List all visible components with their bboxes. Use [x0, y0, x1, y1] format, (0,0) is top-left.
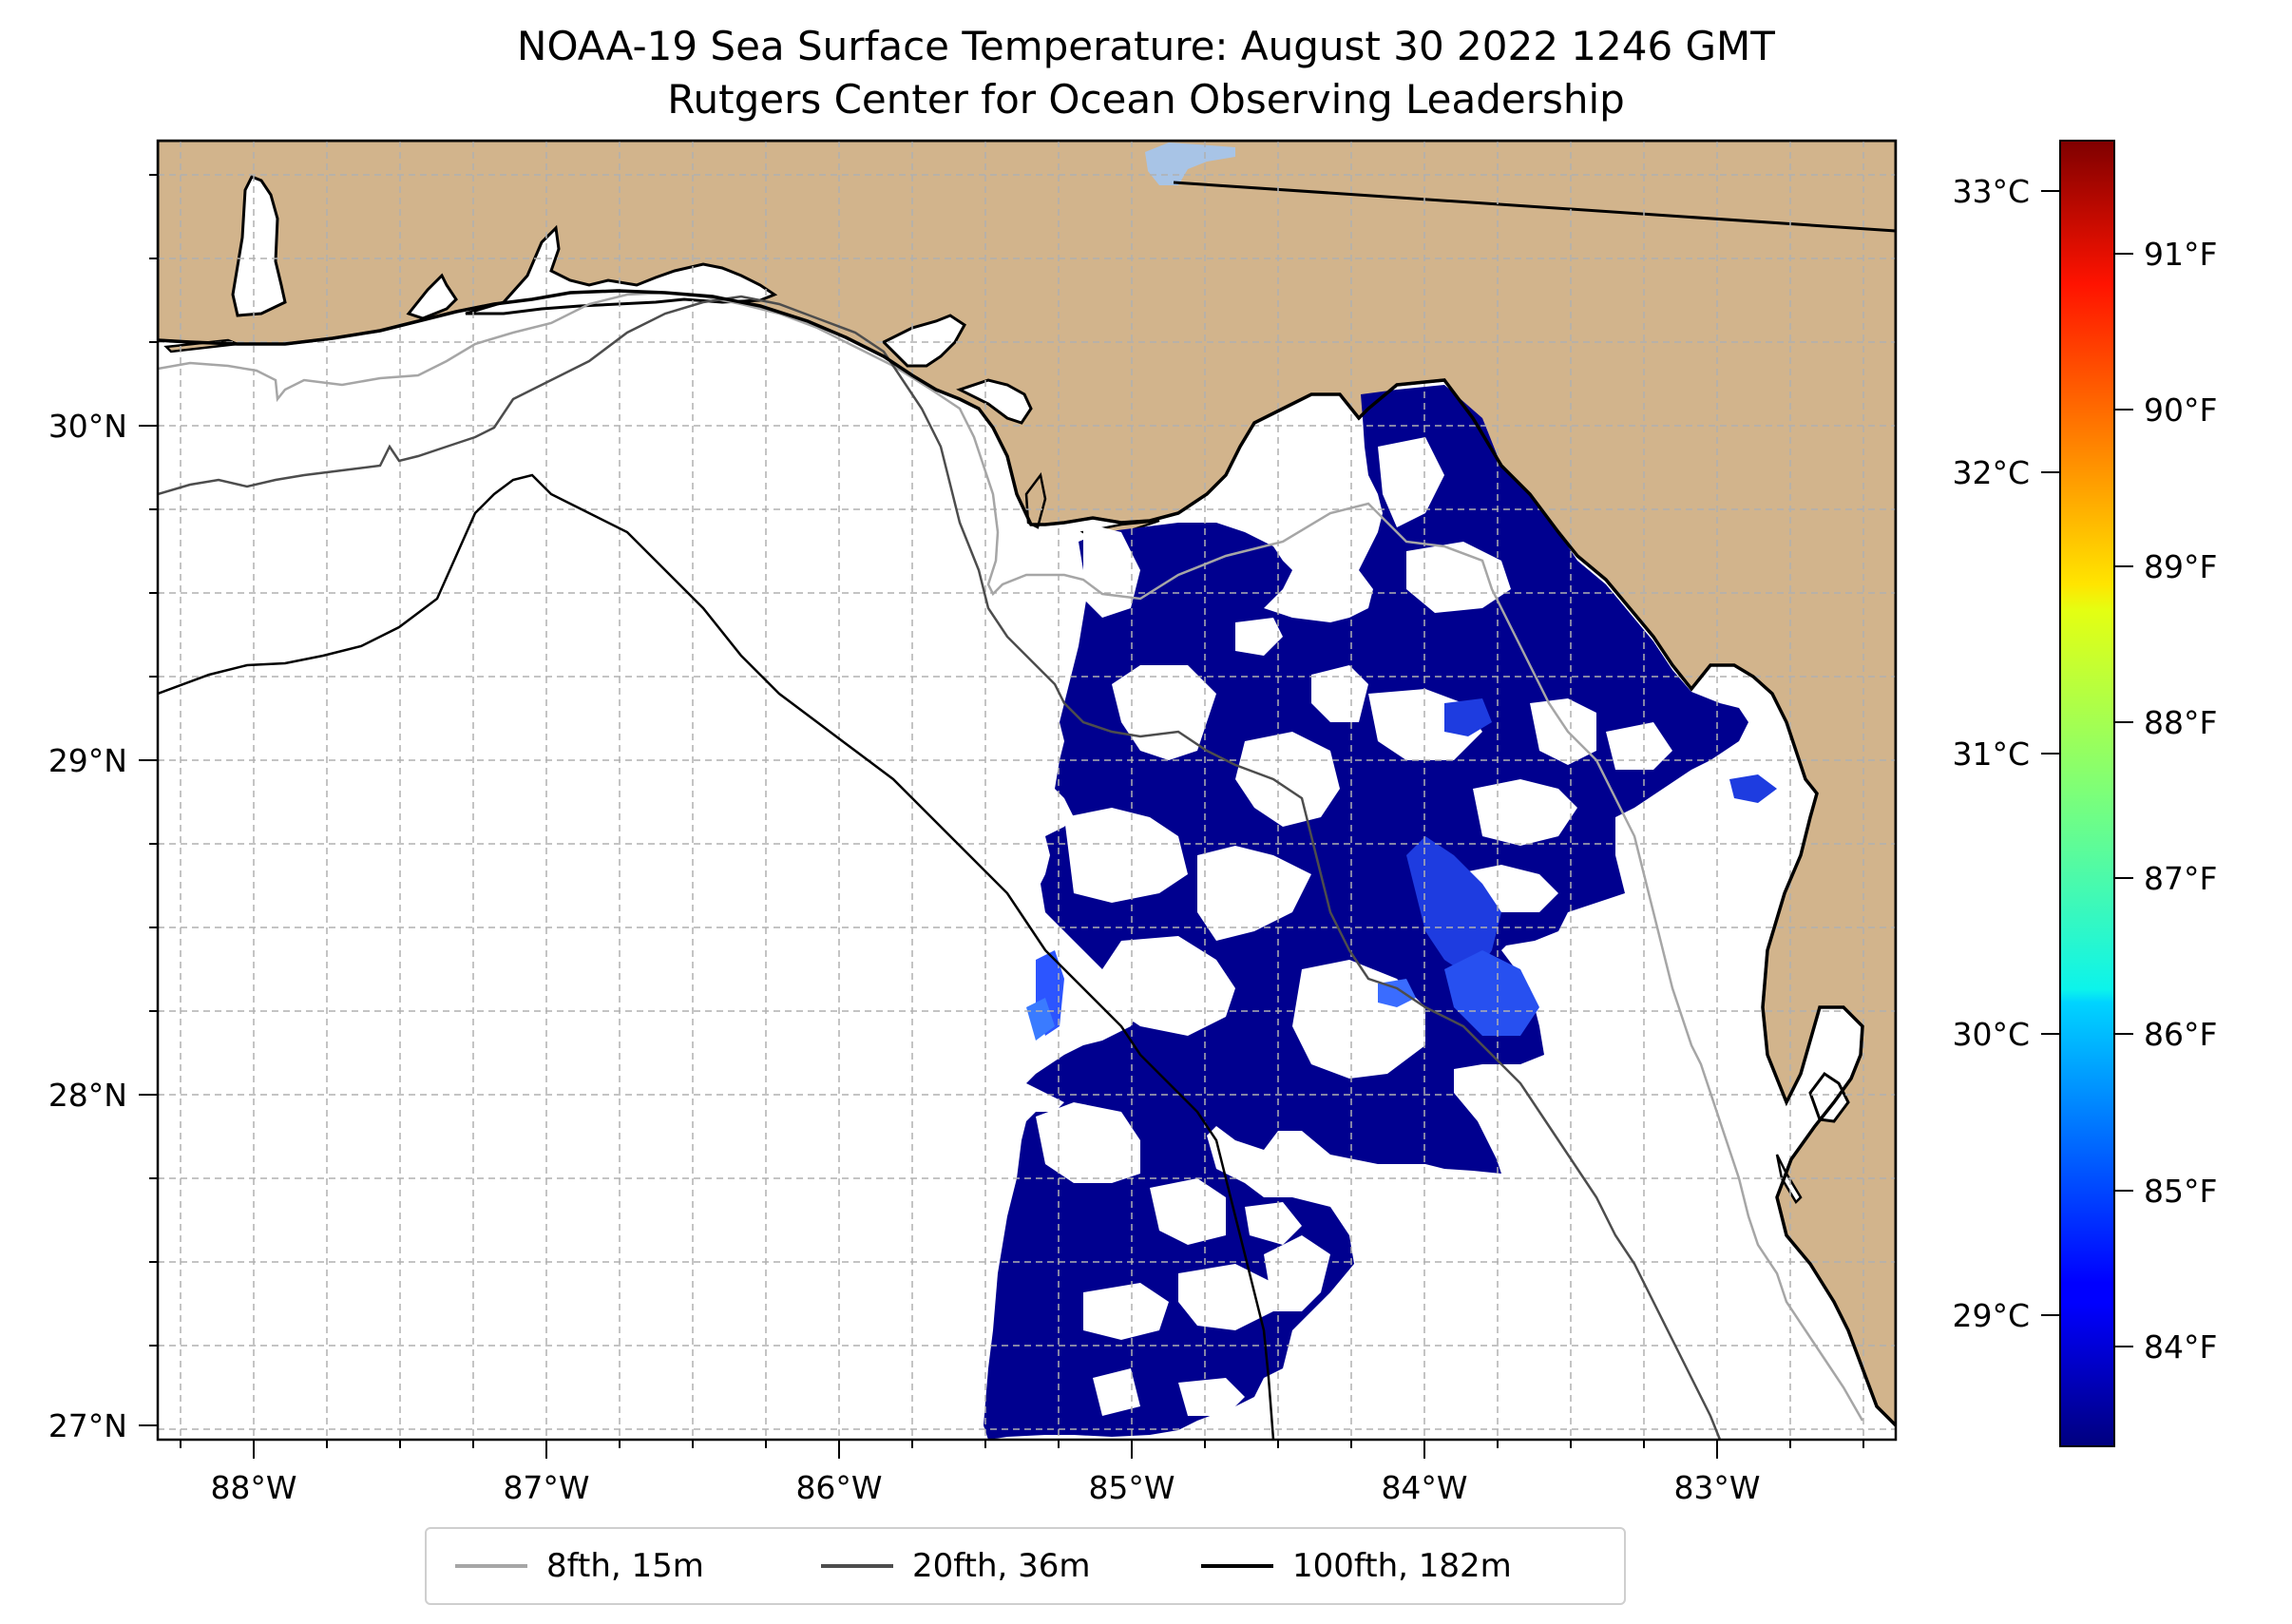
isobath-8fth [158, 291, 1864, 1422]
colorbar-fahrenheit-label: 85°F [2144, 1173, 2217, 1210]
y-tick-label: 27°N [48, 1407, 127, 1444]
colorbar-celsius-label: 33°C [1952, 173, 2030, 210]
legend-label: 20fth, 36m [912, 1547, 1091, 1585]
legend-line-icon [455, 1564, 527, 1568]
chart-subtitle: Rutgers Center for Ocean Observing Leade… [667, 76, 1625, 123]
legend-label: 8fth, 15m [546, 1547, 704, 1585]
choctawhatchee-bay [465, 224, 778, 315]
mobile-bay [231, 175, 287, 317]
colorbar-fahrenheit-label: 88°F [2144, 704, 2217, 741]
x-tick-label: 88°W [210, 1469, 296, 1506]
legend-label: 100fth, 182m [1292, 1547, 1512, 1585]
pensacola-bay [406, 273, 458, 320]
colorbar-celsius-label: 30°C [1952, 1016, 2030, 1053]
colorbar-fahrenheit-label: 90°F [2144, 392, 2217, 429]
colorbar-celsius-label: 29°C [1952, 1297, 2030, 1334]
legend-item-20fth: 20fth, 36m [821, 1529, 1091, 1603]
colorbar-fahrenheit-label: 86°F [2144, 1016, 2217, 1053]
x-axis [180, 1440, 1864, 1459]
legend-item-100fth: 100fth, 182m [1201, 1529, 1512, 1603]
legend-line-icon [821, 1564, 893, 1568]
x-tick-label: 86°W [795, 1469, 882, 1506]
x-tick-label: 83°W [1673, 1469, 1760, 1506]
colorbar [2059, 140, 2115, 1447]
colorbar-ticks-fahrenheit [2114, 253, 2133, 1347]
chart-title: NOAA-19 Sea Surface Temperature: August … [517, 23, 1775, 69]
sst-coverage [984, 385, 1748, 1440]
x-tick-label: 87°W [503, 1469, 589, 1506]
map-plot-area [158, 141, 1896, 1440]
isobath-100fth [158, 473, 1275, 1440]
y-tick-label: 28°N [48, 1077, 127, 1114]
legend: 8fth, 15m 20fth, 36m 100fth, 182m [425, 1527, 1626, 1605]
warm-patches [1026, 698, 1777, 1041]
colorbar-celsius-label: 31°C [1952, 736, 2030, 773]
plot-frame [156, 139, 1898, 1442]
y-tick-label: 30°N [48, 408, 127, 445]
legend-line-icon [1201, 1564, 1273, 1568]
colorbar-ticks-celsius [2041, 190, 2060, 1316]
coastline [158, 289, 1896, 1427]
st-andrew-bay [881, 314, 966, 368]
legend-item-8fth: 8fth, 15m [455, 1529, 704, 1603]
colorbar-fahrenheit-label: 91°F [2144, 236, 2217, 273]
apalachicola-bay [956, 378, 1033, 425]
x-tick-label: 84°W [1381, 1469, 1467, 1506]
colorbar-fahrenheit-label: 89°F [2144, 548, 2217, 585]
colorbar-fahrenheit-label: 84°F [2144, 1328, 2217, 1366]
y-axis [139, 174, 158, 1426]
colorbar-fahrenheit-label: 87°F [2144, 860, 2217, 897]
colorbar-celsius-label: 32°C [1952, 454, 2030, 491]
gridlines [158, 141, 1896, 1440]
y-tick-label: 29°N [48, 742, 127, 779]
state-boundary [1173, 181, 1896, 233]
x-tick-label: 85°W [1088, 1469, 1175, 1506]
isobath-20fth [158, 295, 1722, 1440]
